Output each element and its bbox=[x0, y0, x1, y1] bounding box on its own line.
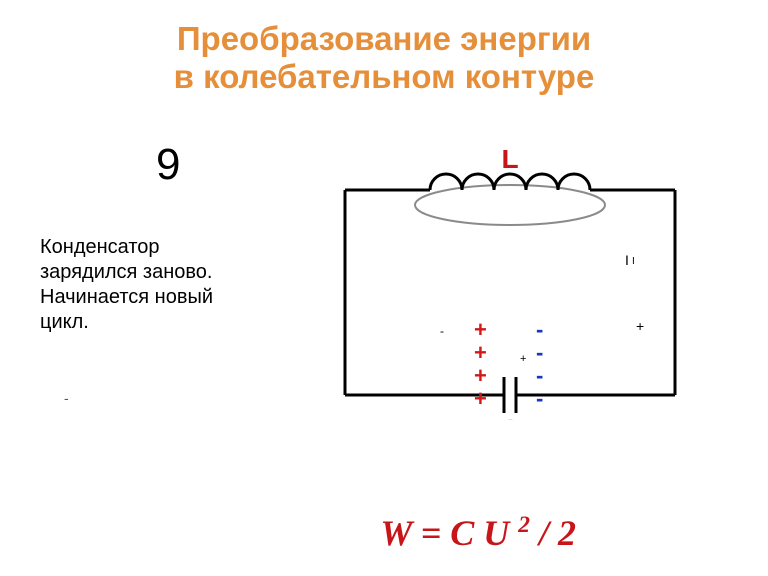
minus-column: ---- bbox=[536, 318, 543, 410]
minus-charge: - bbox=[536, 341, 543, 364]
desc-line3: Начинается новый bbox=[40, 286, 213, 308]
slide-title: Преобразование энергии в колебательном к… bbox=[0, 20, 768, 96]
formula-suffix: / 2 bbox=[530, 513, 576, 553]
slide: Преобразование энергии в колебательном к… bbox=[0, 0, 768, 576]
plus-column: ++++ bbox=[474, 318, 487, 410]
desc-line2: зарядился заново. bbox=[40, 261, 212, 283]
description: Конденсатор зарядился заново. Начинается… bbox=[40, 235, 213, 335]
plus-charge: + bbox=[474, 387, 487, 410]
stray-mark: I bbox=[632, 256, 635, 267]
minus-charge: - bbox=[536, 387, 543, 410]
stray-mark: - bbox=[440, 324, 444, 338]
plus-charge: + bbox=[474, 318, 487, 341]
stray-mark: - bbox=[64, 390, 69, 406]
plus-charge: + bbox=[474, 364, 487, 387]
title-line1: Преобразование энергии bbox=[0, 20, 768, 58]
title-line2: в колебательном контуре bbox=[0, 58, 768, 96]
formula-sup: 2 bbox=[518, 512, 530, 538]
stray-mark: + bbox=[636, 318, 644, 334]
energy-formula: W = C U 2 / 2 bbox=[345, 470, 576, 576]
minus-charge: - bbox=[536, 318, 543, 341]
plus-charge: + bbox=[474, 341, 487, 364]
desc-line4: цикл. bbox=[40, 311, 89, 333]
stray-mark: I bbox=[625, 252, 629, 268]
step-number: 9 bbox=[156, 140, 180, 190]
minus-charge: - bbox=[536, 364, 543, 387]
desc-line1: Конденсатор bbox=[40, 236, 160, 258]
svg-text:C: C bbox=[500, 414, 520, 420]
formula-prefix: W = C U bbox=[380, 513, 518, 553]
svg-text:L: L bbox=[501, 150, 518, 174]
stray-mark: + bbox=[520, 353, 526, 365]
lc-circuit: LC bbox=[320, 150, 700, 420]
